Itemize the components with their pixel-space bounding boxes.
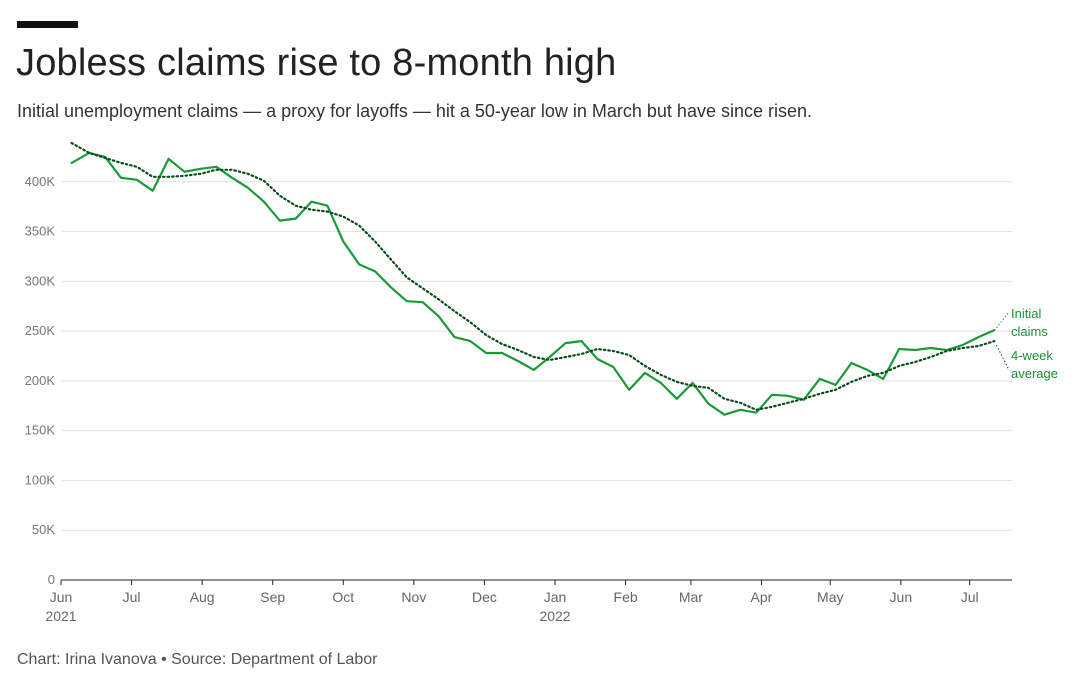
y-tick-label: 150K — [25, 423, 56, 438]
x-tick-label: Jul — [123, 589, 141, 605]
chart-subtitle: Initial unemployment claims — a proxy fo… — [17, 101, 813, 121]
y-tick-label: 300K — [25, 273, 56, 288]
x-tick-label: Jun — [50, 589, 73, 605]
x-tick-label: Jul — [961, 589, 979, 605]
series-labels: Initial claims 4-week average — [995, 306, 1058, 381]
x-tick-label: Nov — [401, 589, 426, 605]
x-tick-label: Apr — [751, 589, 773, 605]
x-tick-year-label: 2021 — [45, 608, 76, 624]
gridlines — [61, 181, 1012, 531]
series-end-label: average — [1011, 366, 1058, 381]
series-end-label: claims — [1011, 324, 1048, 339]
x-tick-label: Oct — [332, 589, 354, 605]
y-tick-label: 0 — [48, 572, 55, 587]
y-tick-label: 100K — [25, 472, 56, 487]
series-line-initial-claims — [70, 151, 996, 416]
x-tick-label: Aug — [190, 589, 215, 605]
y-tick-label: 350K — [25, 224, 56, 239]
label-leader-line — [995, 311, 1010, 329]
x-tick-label: Dec — [472, 589, 497, 605]
y-tick-label: 50K — [32, 522, 55, 537]
y-tick-label: 200K — [25, 373, 56, 388]
x-axis: Jun 2021 Jul Aug Sep Oct Nov Dec Jan 2022 Feb Mar Ap… — [45, 579, 1012, 624]
series-lines — [70, 141, 996, 416]
series-end-label: 4-week — [1011, 348, 1053, 363]
label-leader-line — [995, 344, 1010, 371]
chart-credit: Chart: Irina Ivanova • Source: Departmen… — [17, 651, 378, 668]
x-tick-label: Sep — [260, 589, 285, 605]
x-tick-label: Jun — [890, 589, 913, 605]
x-tick-label: Jan — [544, 589, 567, 605]
top-accent-bar — [17, 21, 78, 28]
x-tick-label: Mar — [679, 589, 703, 605]
x-tick-label: Feb — [614, 589, 638, 605]
x-tick-label: May — [817, 589, 843, 605]
series-line-4-week-average — [70, 141, 996, 411]
series-end-label: Initial — [1011, 306, 1041, 321]
chart-title: Jobless claims rise to 8-month high — [16, 42, 617, 84]
y-axis-ticks: 0 50K 100K 150K 200K 250K 300K 350K 400K — [25, 174, 56, 587]
x-tick-year-label: 2022 — [539, 608, 570, 624]
y-tick-label: 400K — [25, 174, 56, 189]
y-tick-label: 250K — [25, 323, 56, 338]
